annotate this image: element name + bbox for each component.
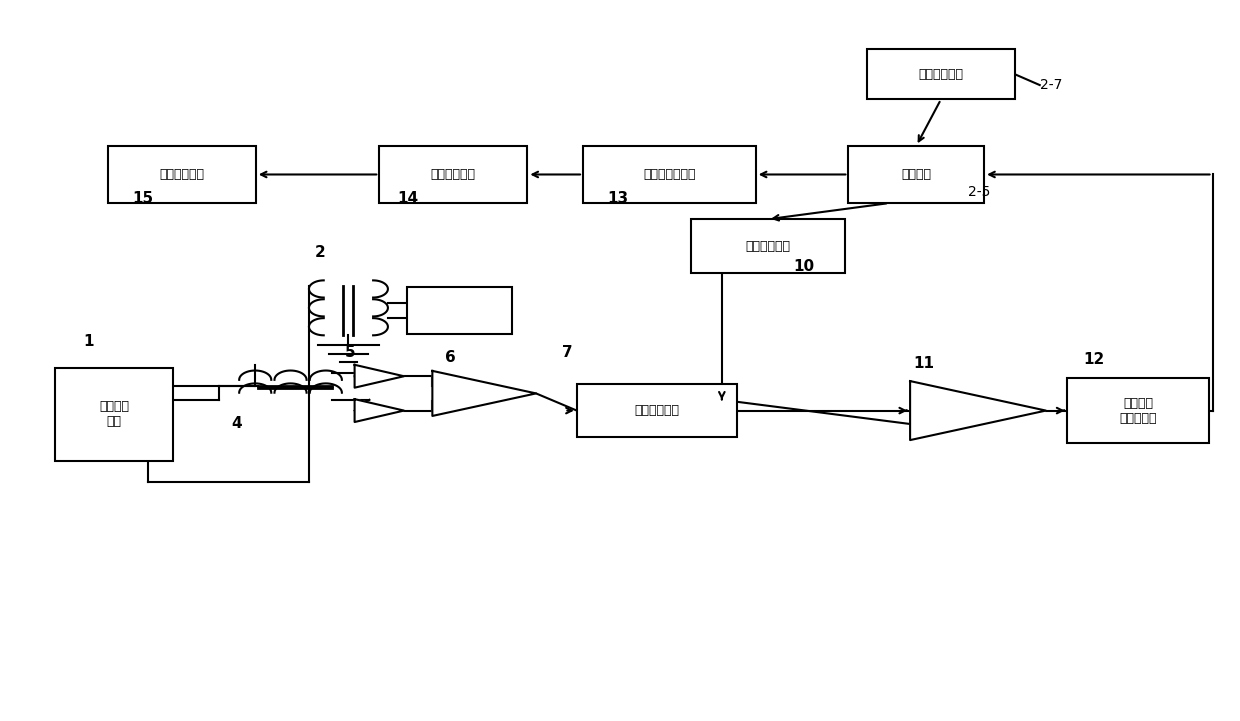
Text: 13: 13 bbox=[608, 191, 629, 206]
Text: 高频功放模块: 高频功放模块 bbox=[159, 168, 205, 181]
Text: 主控模块: 主控模块 bbox=[901, 168, 931, 181]
FancyBboxPatch shape bbox=[108, 146, 255, 203]
Text: 7: 7 bbox=[562, 345, 573, 360]
Text: 15: 15 bbox=[133, 191, 154, 206]
Text: 高频信号
源路: 高频信号 源路 bbox=[99, 400, 129, 428]
Text: 功率补偿校正量: 功率补偿校正量 bbox=[644, 168, 696, 181]
FancyBboxPatch shape bbox=[848, 146, 985, 203]
Text: 10: 10 bbox=[792, 259, 813, 274]
FancyBboxPatch shape bbox=[691, 219, 846, 273]
Text: 11: 11 bbox=[914, 355, 935, 371]
FancyBboxPatch shape bbox=[379, 146, 527, 203]
Text: 2-7: 2-7 bbox=[1039, 78, 1063, 92]
Text: 2: 2 bbox=[315, 244, 326, 260]
Polygon shape bbox=[910, 381, 1045, 440]
FancyBboxPatch shape bbox=[867, 49, 1016, 99]
Text: 14: 14 bbox=[398, 191, 419, 206]
Text: 功率误差
反馈信号组: 功率误差 反馈信号组 bbox=[1120, 397, 1157, 425]
Polygon shape bbox=[355, 399, 404, 422]
Text: 5: 5 bbox=[345, 345, 356, 360]
Text: 用户交互模块: 用户交互模块 bbox=[919, 68, 963, 81]
Text: 4: 4 bbox=[231, 417, 242, 431]
FancyBboxPatch shape bbox=[56, 368, 172, 461]
Text: 功率控制模块: 功率控制模块 bbox=[430, 168, 476, 181]
FancyBboxPatch shape bbox=[577, 384, 738, 438]
Text: 12: 12 bbox=[1083, 352, 1104, 367]
FancyBboxPatch shape bbox=[583, 146, 756, 203]
FancyBboxPatch shape bbox=[1068, 379, 1209, 443]
Text: 1: 1 bbox=[83, 335, 93, 349]
Polygon shape bbox=[433, 371, 536, 416]
FancyBboxPatch shape bbox=[407, 287, 512, 334]
Text: 6: 6 bbox=[445, 350, 455, 365]
Text: 均值计算模块: 均值计算模块 bbox=[635, 404, 680, 417]
Text: 功率参考电平: 功率参考电平 bbox=[745, 239, 791, 252]
Polygon shape bbox=[355, 365, 404, 388]
Text: 2-5: 2-5 bbox=[968, 185, 991, 199]
